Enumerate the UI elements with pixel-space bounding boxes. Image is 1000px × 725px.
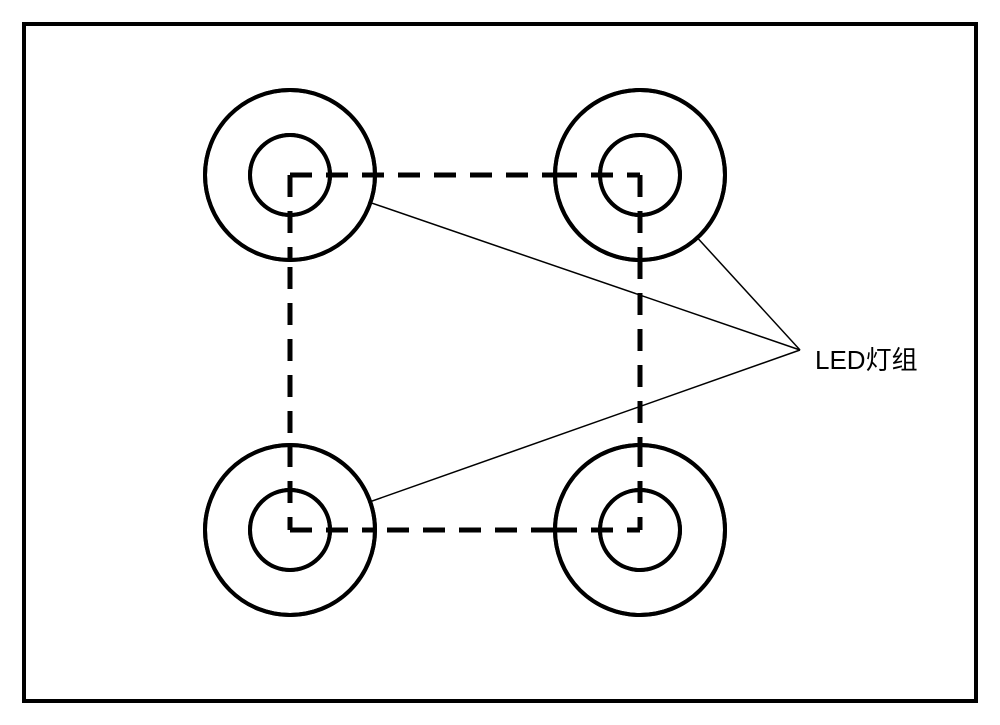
led-group-label: LED灯组	[815, 340, 918, 377]
leader-line	[690, 230, 800, 350]
diagram-stage: LED灯组	[0, 0, 1000, 725]
